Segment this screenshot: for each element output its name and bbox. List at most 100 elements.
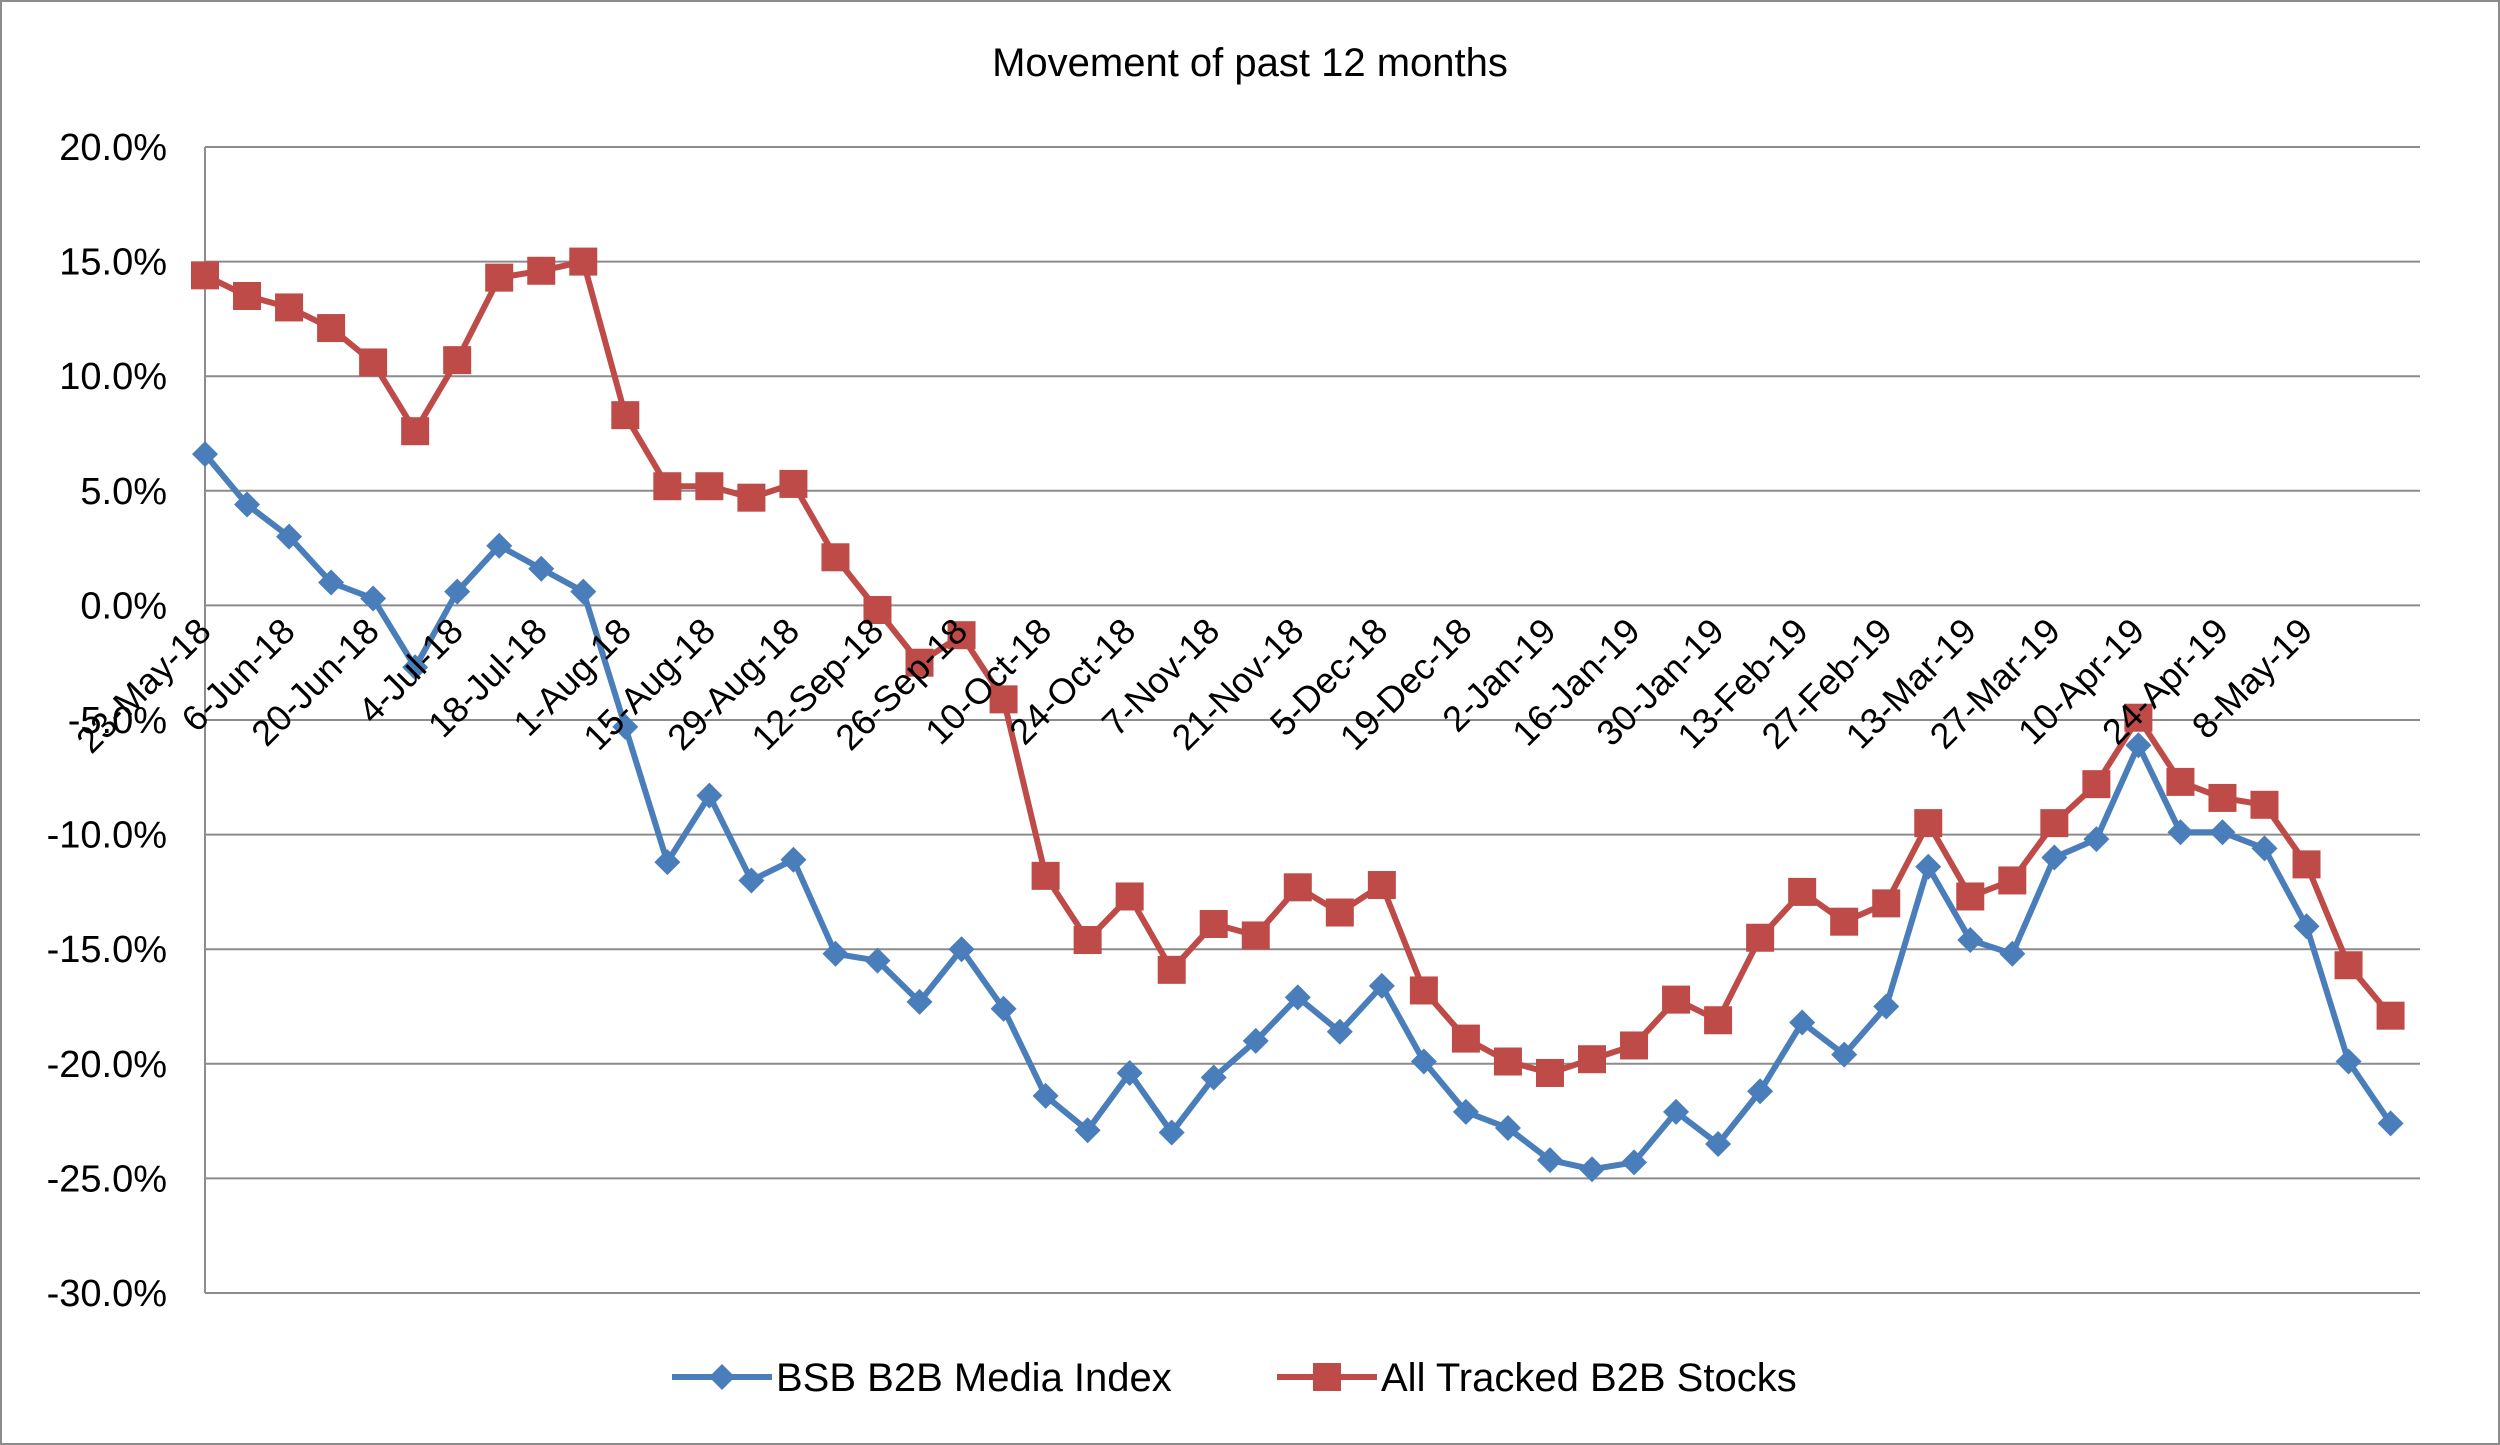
data-point bbox=[695, 472, 724, 501]
data-point bbox=[1872, 889, 1901, 918]
data-point bbox=[1579, 1156, 1606, 1183]
data-point bbox=[1536, 1147, 1563, 1174]
data-point bbox=[2167, 819, 2194, 846]
data-point bbox=[2293, 913, 2320, 940]
data-point bbox=[864, 947, 891, 974]
y-tick-label: 20.0% bbox=[59, 127, 167, 169]
data-point bbox=[1200, 1064, 1227, 1091]
data-point bbox=[317, 314, 346, 343]
data-point bbox=[1788, 877, 1817, 906]
data-point bbox=[2041, 844, 2068, 871]
data-point bbox=[2082, 770, 2111, 799]
data-point bbox=[1031, 861, 1060, 890]
data-point bbox=[1283, 873, 1312, 902]
data-point bbox=[1999, 940, 2026, 967]
data-point bbox=[1409, 976, 1438, 1005]
data-point bbox=[1325, 898, 1354, 927]
data-point bbox=[1535, 1058, 1564, 1087]
data-point bbox=[1241, 921, 1270, 950]
data-point bbox=[822, 940, 849, 967]
data-point bbox=[2250, 790, 2279, 819]
data-point bbox=[276, 523, 303, 550]
data-point bbox=[1368, 972, 1395, 999]
data-point bbox=[528, 555, 555, 582]
data-point bbox=[1956, 882, 1985, 911]
data-point bbox=[737, 483, 766, 512]
data-point bbox=[443, 346, 472, 375]
data-point bbox=[234, 491, 261, 518]
series-bsb-b2b-media-index bbox=[192, 441, 2404, 1183]
data-point bbox=[192, 441, 218, 468]
data-point bbox=[1662, 985, 1691, 1014]
data-point bbox=[1704, 1006, 1733, 1035]
y-tick-label: 5.0% bbox=[80, 471, 167, 513]
legend-label: BSB B2B Media Index bbox=[776, 1356, 1172, 1400]
data-point bbox=[1157, 955, 1186, 984]
data-point bbox=[2125, 732, 2152, 759]
data-point bbox=[1451, 1024, 1480, 1053]
data-point bbox=[1493, 1047, 1522, 1076]
data-point bbox=[696, 782, 723, 809]
data-point bbox=[990, 995, 1017, 1022]
data-point bbox=[2334, 951, 2363, 980]
data-point bbox=[1998, 866, 2027, 895]
data-point bbox=[1073, 926, 1102, 955]
data-point bbox=[1663, 1098, 1690, 1125]
data-point bbox=[1326, 1018, 1353, 1045]
data-point bbox=[1032, 1082, 1059, 1109]
data-point bbox=[444, 578, 471, 605]
data-point bbox=[233, 281, 262, 310]
data-point bbox=[2040, 809, 2069, 838]
data-point bbox=[1957, 927, 1984, 954]
data-point bbox=[2083, 826, 2110, 853]
data-point bbox=[1831, 1041, 1858, 1068]
data-point bbox=[1116, 1059, 1143, 1086]
data-point bbox=[2335, 1048, 2362, 1075]
data-point bbox=[611, 401, 640, 430]
data-point bbox=[1242, 1027, 1269, 1054]
y-tick-label: 15.0% bbox=[59, 242, 167, 284]
y-tick-label: -10.0% bbox=[47, 815, 167, 857]
y-tick-label: -5.0% bbox=[68, 700, 167, 742]
data-point bbox=[738, 867, 765, 894]
data-point bbox=[401, 417, 430, 446]
data-point bbox=[947, 621, 976, 650]
data-point bbox=[527, 256, 556, 285]
data-point bbox=[780, 846, 807, 873]
data-point bbox=[653, 472, 682, 501]
data-point bbox=[863, 595, 892, 624]
data-point bbox=[1914, 809, 1943, 838]
data-point bbox=[1620, 1031, 1649, 1060]
data-point bbox=[1452, 1098, 1479, 1125]
data-point bbox=[2208, 783, 2237, 812]
data-point bbox=[1578, 1045, 1607, 1074]
y-tick-label: -25.0% bbox=[47, 1158, 167, 1200]
data-point bbox=[486, 532, 513, 559]
data-point bbox=[1494, 1114, 1521, 1141]
data-point bbox=[1074, 1117, 1101, 1144]
data-point bbox=[1115, 882, 1144, 911]
y-tick-label: 0.0% bbox=[80, 585, 167, 627]
data-point bbox=[402, 654, 429, 681]
data-point bbox=[2209, 819, 2236, 846]
data-point bbox=[318, 569, 345, 596]
legend-item: BSB B2B Media Index bbox=[672, 1356, 1172, 1400]
data-point bbox=[1284, 984, 1311, 1011]
y-axis-tick-labels: 20.0% 15.0% 10.0% 5.0% 0.0% -5.0% -10.0% -15.0%… bbox=[47, 127, 167, 1315]
data-point bbox=[569, 247, 598, 276]
data-point bbox=[948, 936, 975, 963]
y-tick-label: -15.0% bbox=[47, 929, 167, 971]
data-point bbox=[2376, 1001, 2405, 1030]
data-point bbox=[1705, 1131, 1732, 1158]
data-point bbox=[1873, 993, 1900, 1020]
data-point bbox=[989, 685, 1018, 714]
data-point bbox=[191, 261, 219, 290]
data-point bbox=[275, 293, 304, 322]
y-tick-label: 10.0% bbox=[59, 356, 167, 398]
data-point bbox=[1915, 853, 1942, 880]
data-point bbox=[2166, 767, 2195, 796]
data-point bbox=[359, 348, 388, 377]
data-point bbox=[570, 578, 597, 605]
data-point bbox=[1830, 907, 1859, 936]
